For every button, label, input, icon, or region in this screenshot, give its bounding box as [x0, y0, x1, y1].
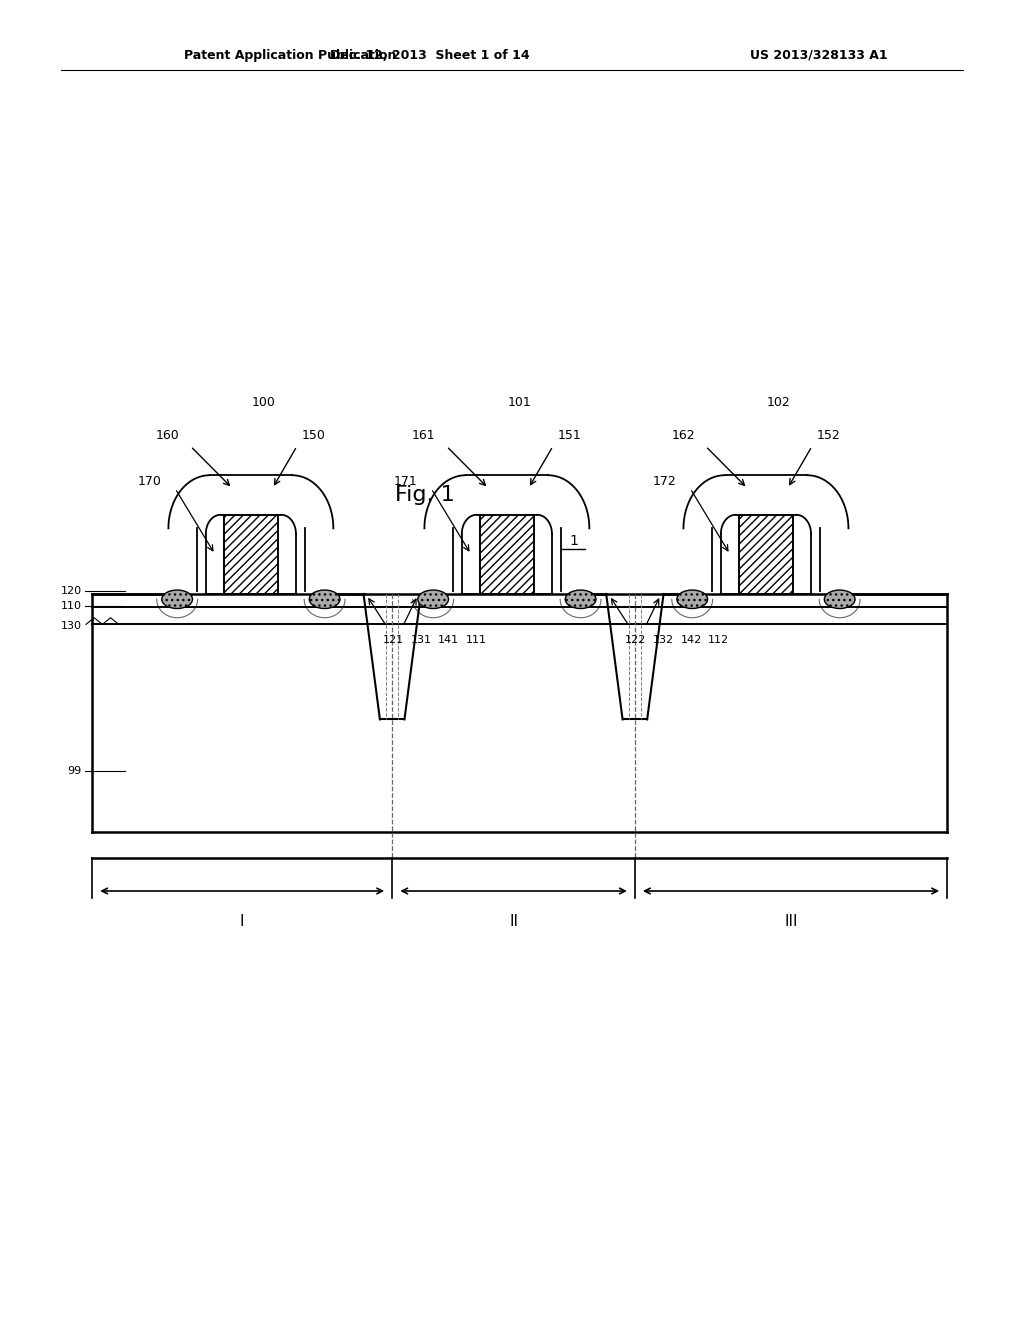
- Text: Patent Application Publication: Patent Application Publication: [184, 49, 396, 62]
- Ellipse shape: [565, 590, 596, 609]
- Text: I: I: [240, 913, 245, 929]
- Text: 131: 131: [411, 635, 431, 645]
- Text: 132: 132: [653, 635, 674, 645]
- Text: 110: 110: [60, 601, 82, 611]
- Text: 130: 130: [60, 620, 82, 631]
- Text: 170: 170: [137, 475, 162, 488]
- Text: 121: 121: [383, 635, 403, 645]
- Text: 152: 152: [816, 429, 841, 442]
- Text: 1: 1: [569, 535, 578, 548]
- Text: 112: 112: [709, 635, 729, 645]
- Bar: [224, 515, 278, 594]
- Ellipse shape: [309, 590, 340, 609]
- Ellipse shape: [677, 590, 708, 609]
- Ellipse shape: [418, 590, 449, 609]
- Text: 99: 99: [68, 766, 82, 776]
- Text: 142: 142: [681, 635, 701, 645]
- Text: 141: 141: [438, 635, 459, 645]
- Text: 111: 111: [466, 635, 486, 645]
- Text: Fig. 1: Fig. 1: [395, 484, 455, 506]
- Bar: [739, 515, 793, 594]
- Text: 150: 150: [301, 429, 326, 442]
- Text: 160: 160: [156, 429, 180, 442]
- Text: III: III: [784, 913, 798, 929]
- Text: 162: 162: [671, 429, 695, 442]
- Ellipse shape: [824, 590, 855, 609]
- Text: 151: 151: [557, 429, 582, 442]
- Bar: [480, 515, 534, 594]
- Text: 161: 161: [412, 429, 436, 442]
- Text: 171: 171: [393, 475, 418, 488]
- Text: 101: 101: [507, 396, 531, 409]
- Text: 172: 172: [652, 475, 677, 488]
- Text: 122: 122: [626, 635, 646, 645]
- Text: 120: 120: [60, 586, 82, 597]
- Text: 100: 100: [251, 396, 275, 409]
- Text: II: II: [509, 913, 518, 929]
- Text: Dec. 12, 2013  Sheet 1 of 14: Dec. 12, 2013 Sheet 1 of 14: [331, 49, 529, 62]
- Ellipse shape: [162, 590, 193, 609]
- Text: US 2013/328133 A1: US 2013/328133 A1: [751, 49, 888, 62]
- Text: 102: 102: [766, 396, 791, 409]
